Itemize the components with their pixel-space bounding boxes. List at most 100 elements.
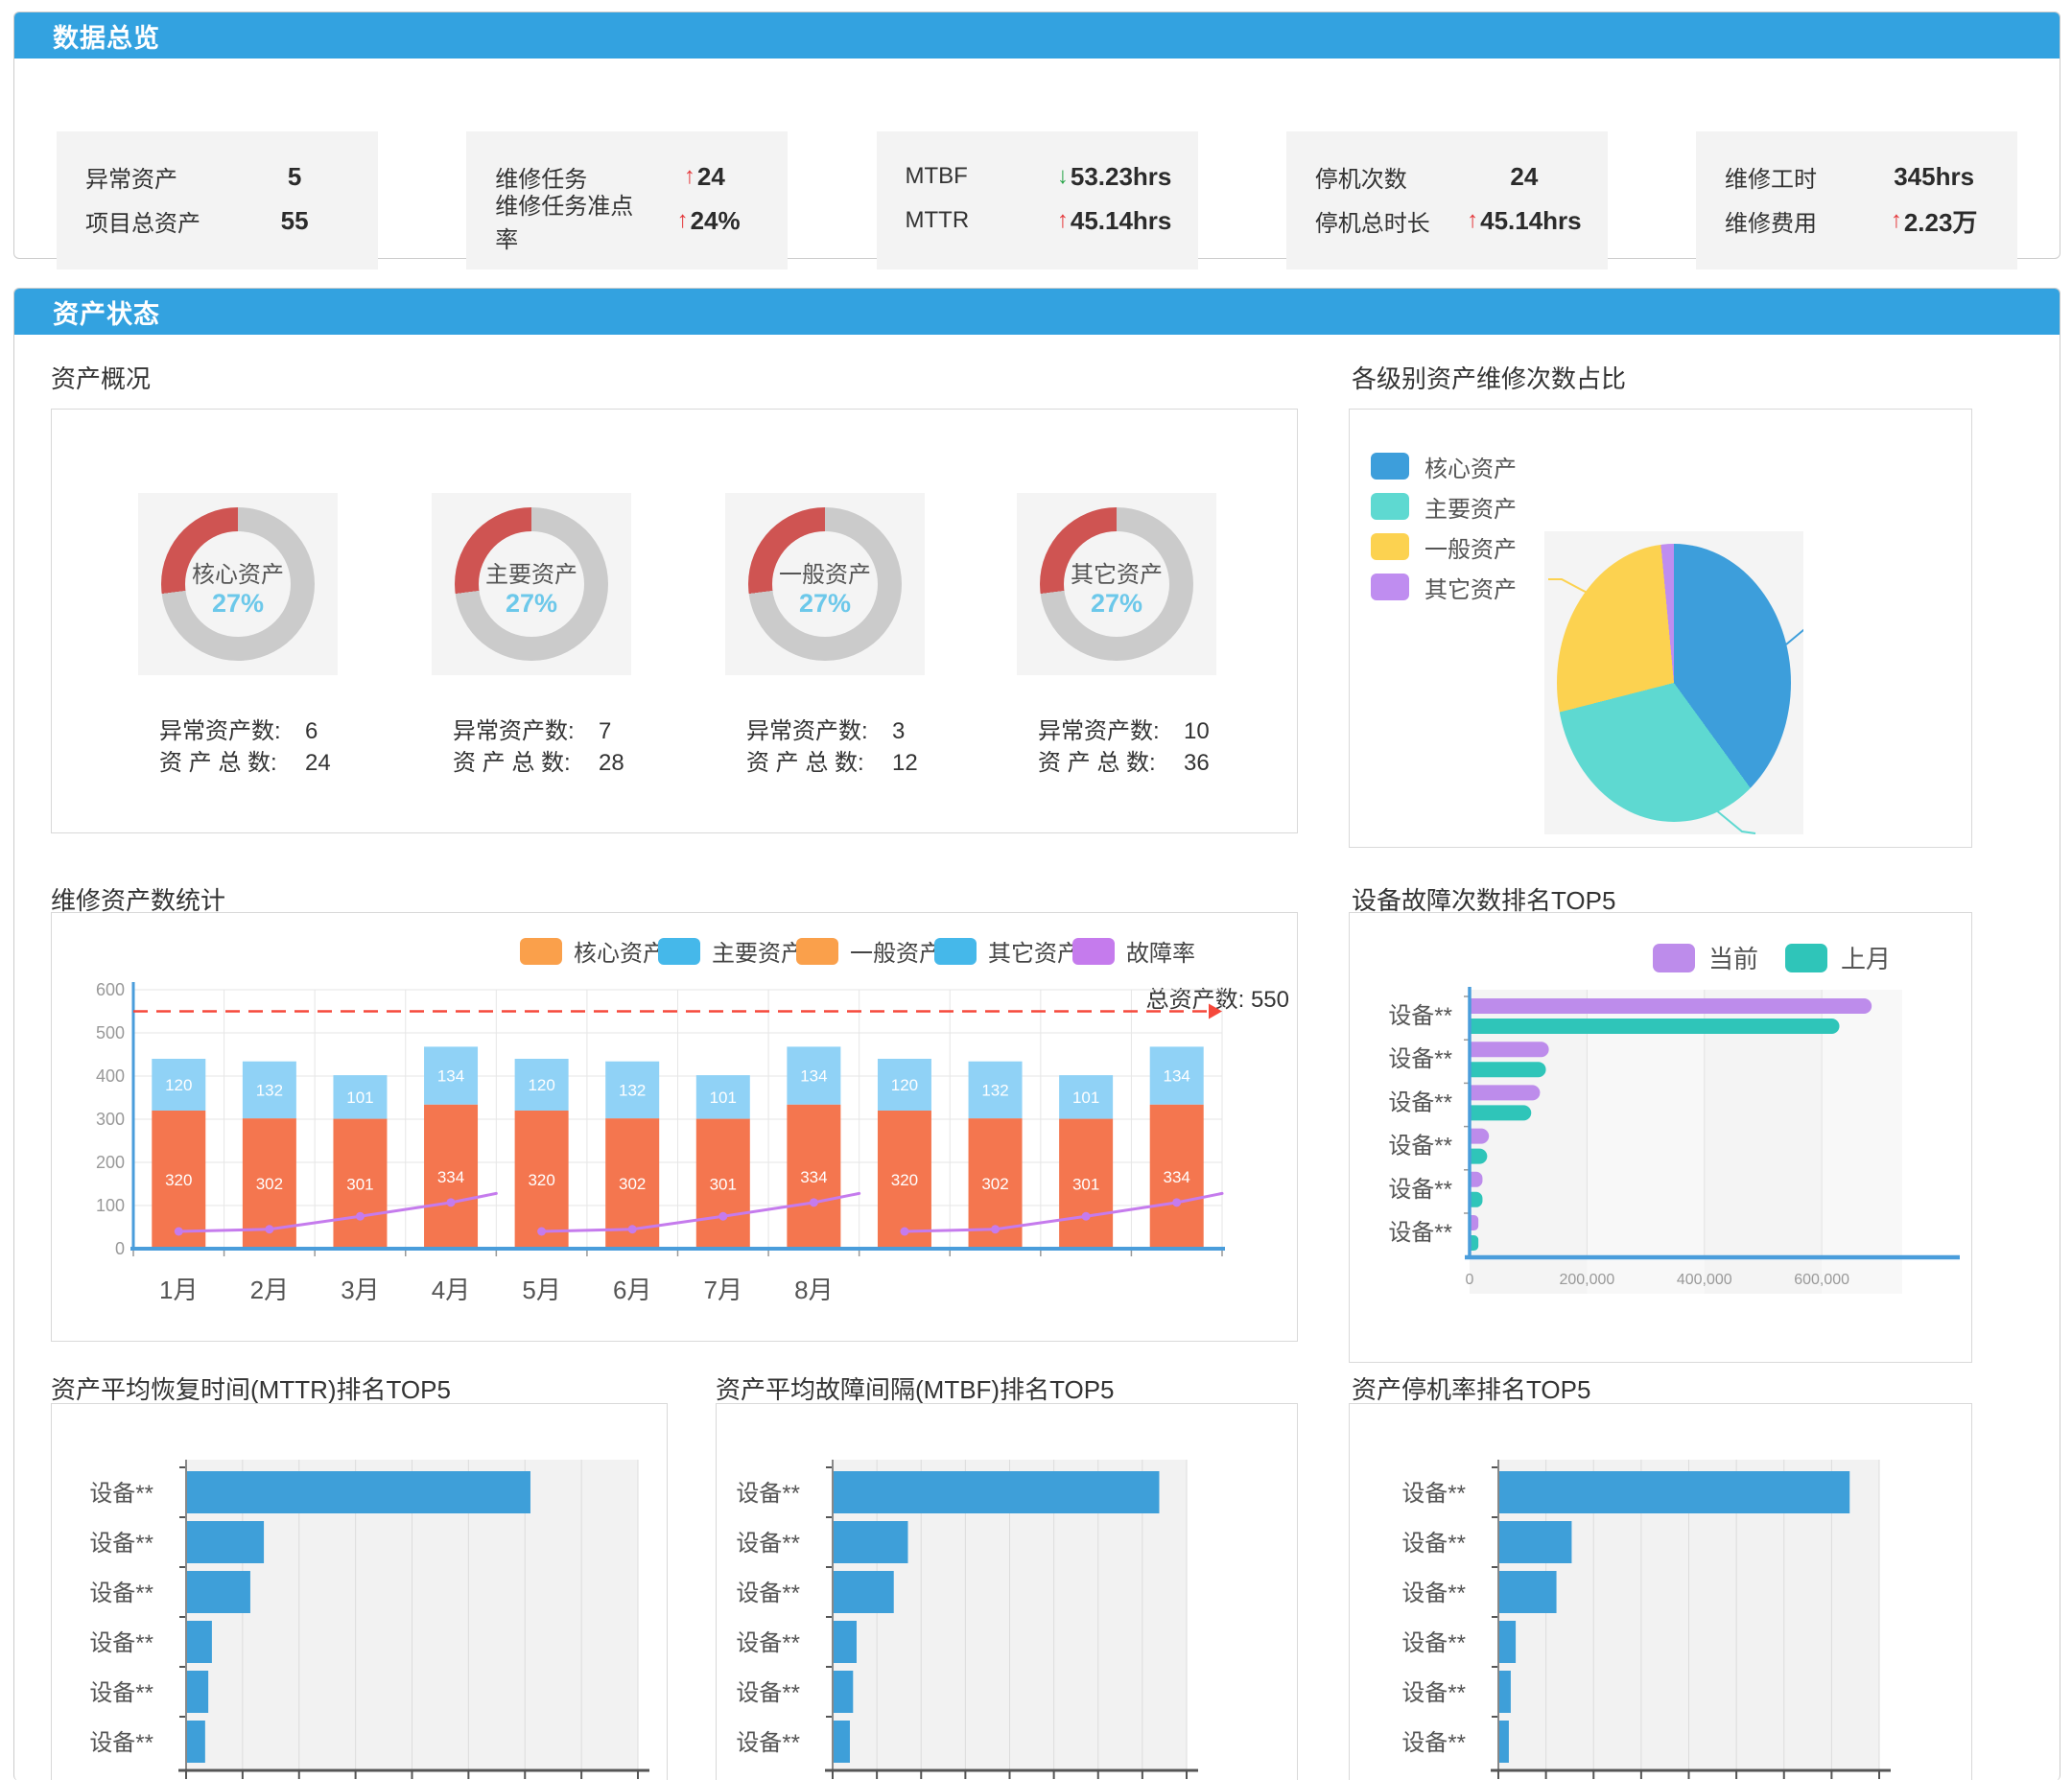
fault-rank-title: 设备故障次数排名TOP5 (1352, 886, 1616, 915)
downtime-rank-title: 资产停机率排名TOP5 (1352, 1375, 1591, 1404)
mttr-rank-chart: 设备** 设备** 设备** 设备** 设备** 设备** (89, 1460, 649, 1779)
svg-text:200: 200 (96, 1153, 125, 1172)
kpi-card: 维修工时 345hrs 维修费用 ↑ 2.23万 (1696, 131, 2017, 269)
legend-label: 其它资产 (1424, 576, 1517, 603)
legend-item[interactable]: 主要资产 (1371, 486, 1517, 527)
svg-text:7月: 7月 (704, 1276, 742, 1304)
legend-item[interactable]: 核心资产 (1371, 446, 1517, 486)
svg-text:设备**: 设备** (1401, 1581, 1466, 1606)
svg-text:300: 300 (96, 1110, 125, 1129)
fault-rank-legend: 当前 上月 (1652, 940, 1918, 975)
svg-text:设备**: 设备** (736, 1630, 800, 1656)
svg-text:3月: 3月 (341, 1276, 379, 1304)
legend-swatch (1784, 943, 1827, 972)
asset-status-section: 资产状态 资产概况 核心资产 27% 异常资产数: 6 资 产 总 数: 24 主要资产 27… (13, 288, 2060, 1780)
kpi-card: 维修任务 ↑ 24 维修任务准点率 ↑ 24% (466, 131, 789, 269)
legend-label[interactable]: 当前 (1707, 945, 1758, 973)
kpi-label: 维修任务准点率 (495, 194, 634, 253)
svg-text:302: 302 (256, 1175, 283, 1193)
kpi-value: ↑ 45.14hrs (1048, 206, 1181, 236)
svg-text:120: 120 (528, 1076, 554, 1094)
svg-text:400,000: 400,000 (1677, 1272, 1732, 1288)
up-arrow-icon: ↑ (1467, 207, 1479, 233)
svg-text:设备**: 设备** (1401, 1630, 1466, 1656)
kpi-row: 维修工时 345hrs (1725, 154, 2000, 199)
kpi-number: 345hrs (1894, 161, 1975, 191)
legend-label[interactable]: 故障率 (1126, 941, 1195, 967)
repair-ratio-legend: 核心资产 主要资产 一般资产其它资产 (1371, 446, 1517, 607)
donut-background: 核心资产 27% (138, 493, 338, 675)
mttr-rank-title: 资产平均恢复时间(MTTR)排名TOP5 (51, 1375, 451, 1404)
svg-text:5月: 5月 (522, 1276, 560, 1304)
kpi-value: 55 (228, 206, 361, 236)
legend-item[interactable]: 一般资产 (1371, 527, 1517, 567)
kpi-label: 维修费用 (1725, 210, 1817, 237)
svg-text:334: 334 (437, 1168, 464, 1186)
svg-text:设备**: 设备** (736, 1581, 800, 1606)
total-count-line: 资 产 总 数: 24 (159, 750, 331, 776)
kpi-value: 5 (228, 162, 361, 192)
kpi-number: 2.23万 (1903, 207, 1978, 237)
kpi-label: 停机次数 (1314, 166, 1407, 193)
kpi-row: MTTR ↑ 45.14hrs (906, 199, 1181, 243)
donut-percent: 27% (1090, 589, 1143, 618)
svg-text:设备**: 设备** (89, 1730, 153, 1756)
asset-status-section-title: 资产状态 (53, 299, 160, 329)
abnormal-count: 3 (892, 718, 906, 744)
donut-label: 主要资产 (485, 562, 577, 588)
abnormal-count: 10 (1184, 718, 1210, 744)
downtime-rank-panel: 设备** 设备** 设备** 设备** 设备** 设备** (1349, 1403, 1972, 1780)
donut-stats: 异常资产数: 7 资 产 总 数: 28 (432, 715, 631, 779)
svg-text:设备**: 设备** (1388, 1046, 1452, 1072)
legend-label[interactable]: 核心资产 (574, 941, 666, 967)
legend-label[interactable]: 其它资产 (988, 941, 1080, 967)
total-count: 28 (599, 750, 624, 776)
total-assets-ref-label: 总资产数: 550 (1145, 987, 1289, 1013)
repair-ratio-pie-background (1544, 531, 1803, 834)
svg-text:334: 334 (1164, 1168, 1190, 1186)
svg-text:设备**: 设备** (89, 1581, 153, 1606)
legend-swatch (1371, 574, 1409, 600)
asset-overview-title: 资产概况 (51, 364, 152, 393)
mtbf-rank-chart: 设备** 设备** 设备** 设备** 设备** 设备** (736, 1460, 1198, 1779)
legend-label[interactable]: 主要资产 (712, 941, 804, 967)
svg-text:6月: 6月 (613, 1276, 651, 1304)
svg-text:设备**: 设备** (89, 1531, 153, 1557)
legend-label[interactable]: 一般资产 (850, 941, 942, 967)
svg-text:设备**: 设备** (1388, 1089, 1452, 1115)
abnormal-count-line: 异常资产数: 7 (453, 718, 612, 744)
svg-text:320: 320 (528, 1171, 554, 1189)
svg-text:400: 400 (96, 1066, 125, 1086)
svg-text:设备**: 设备** (1388, 1220, 1452, 1246)
legend-item[interactable]: 其它资产 (1371, 567, 1517, 607)
donut-background: 一般资产 27% (725, 493, 925, 675)
svg-text:134: 134 (800, 1067, 827, 1086)
svg-text:设备**: 设备** (1401, 1730, 1466, 1756)
downtime-rank-chart: 设备** 设备** 设备** 设备** 设备** 设备** (1401, 1460, 1891, 1779)
kpi-row: 停机总时长 ↑ 45.14hrs (1315, 199, 1590, 243)
kpi-value: 24 (1458, 162, 1590, 192)
svg-text:301: 301 (710, 1175, 737, 1193)
kpi-value: ↑ 24% (647, 206, 770, 236)
abnormal-count-line: 异常资产数: 3 (746, 718, 906, 744)
svg-text:301: 301 (1072, 1175, 1099, 1193)
kpi-label: 维修工时 (1725, 166, 1817, 193)
svg-text:101: 101 (346, 1089, 373, 1107)
kpi-label: 维修任务 (495, 166, 588, 193)
asset-donut-unit: 其它资产 27% 异常资产数: 10 资 产 总 数: 36 (1017, 493, 1216, 779)
kpi-number: 53.23hrs (1070, 161, 1172, 191)
up-arrow-icon: ↑ (1056, 207, 1069, 233)
kpi-label: MTBF (905, 163, 968, 189)
svg-text:设备**: 设备** (736, 1481, 800, 1507)
donut-stats: 异常资产数: 6 资 产 总 数: 24 (138, 715, 338, 779)
legend-swatch (1072, 937, 1115, 965)
kpi-value: ↓ 53.23hrs (1048, 162, 1181, 192)
kpi-label: MTTR (905, 207, 970, 233)
asset-donut-unit: 主要资产 27% 异常资产数: 7 资 产 总 数: 28 (432, 493, 631, 779)
total-count-line: 资 产 总 数: 12 (746, 750, 918, 776)
kpi-value: ↑ 2.23万 (1868, 203, 2000, 239)
svg-text:320: 320 (891, 1171, 918, 1189)
legend-swatch (796, 937, 838, 965)
legend-label[interactable]: 上月 (1840, 945, 1891, 973)
legend-swatch (658, 937, 700, 965)
